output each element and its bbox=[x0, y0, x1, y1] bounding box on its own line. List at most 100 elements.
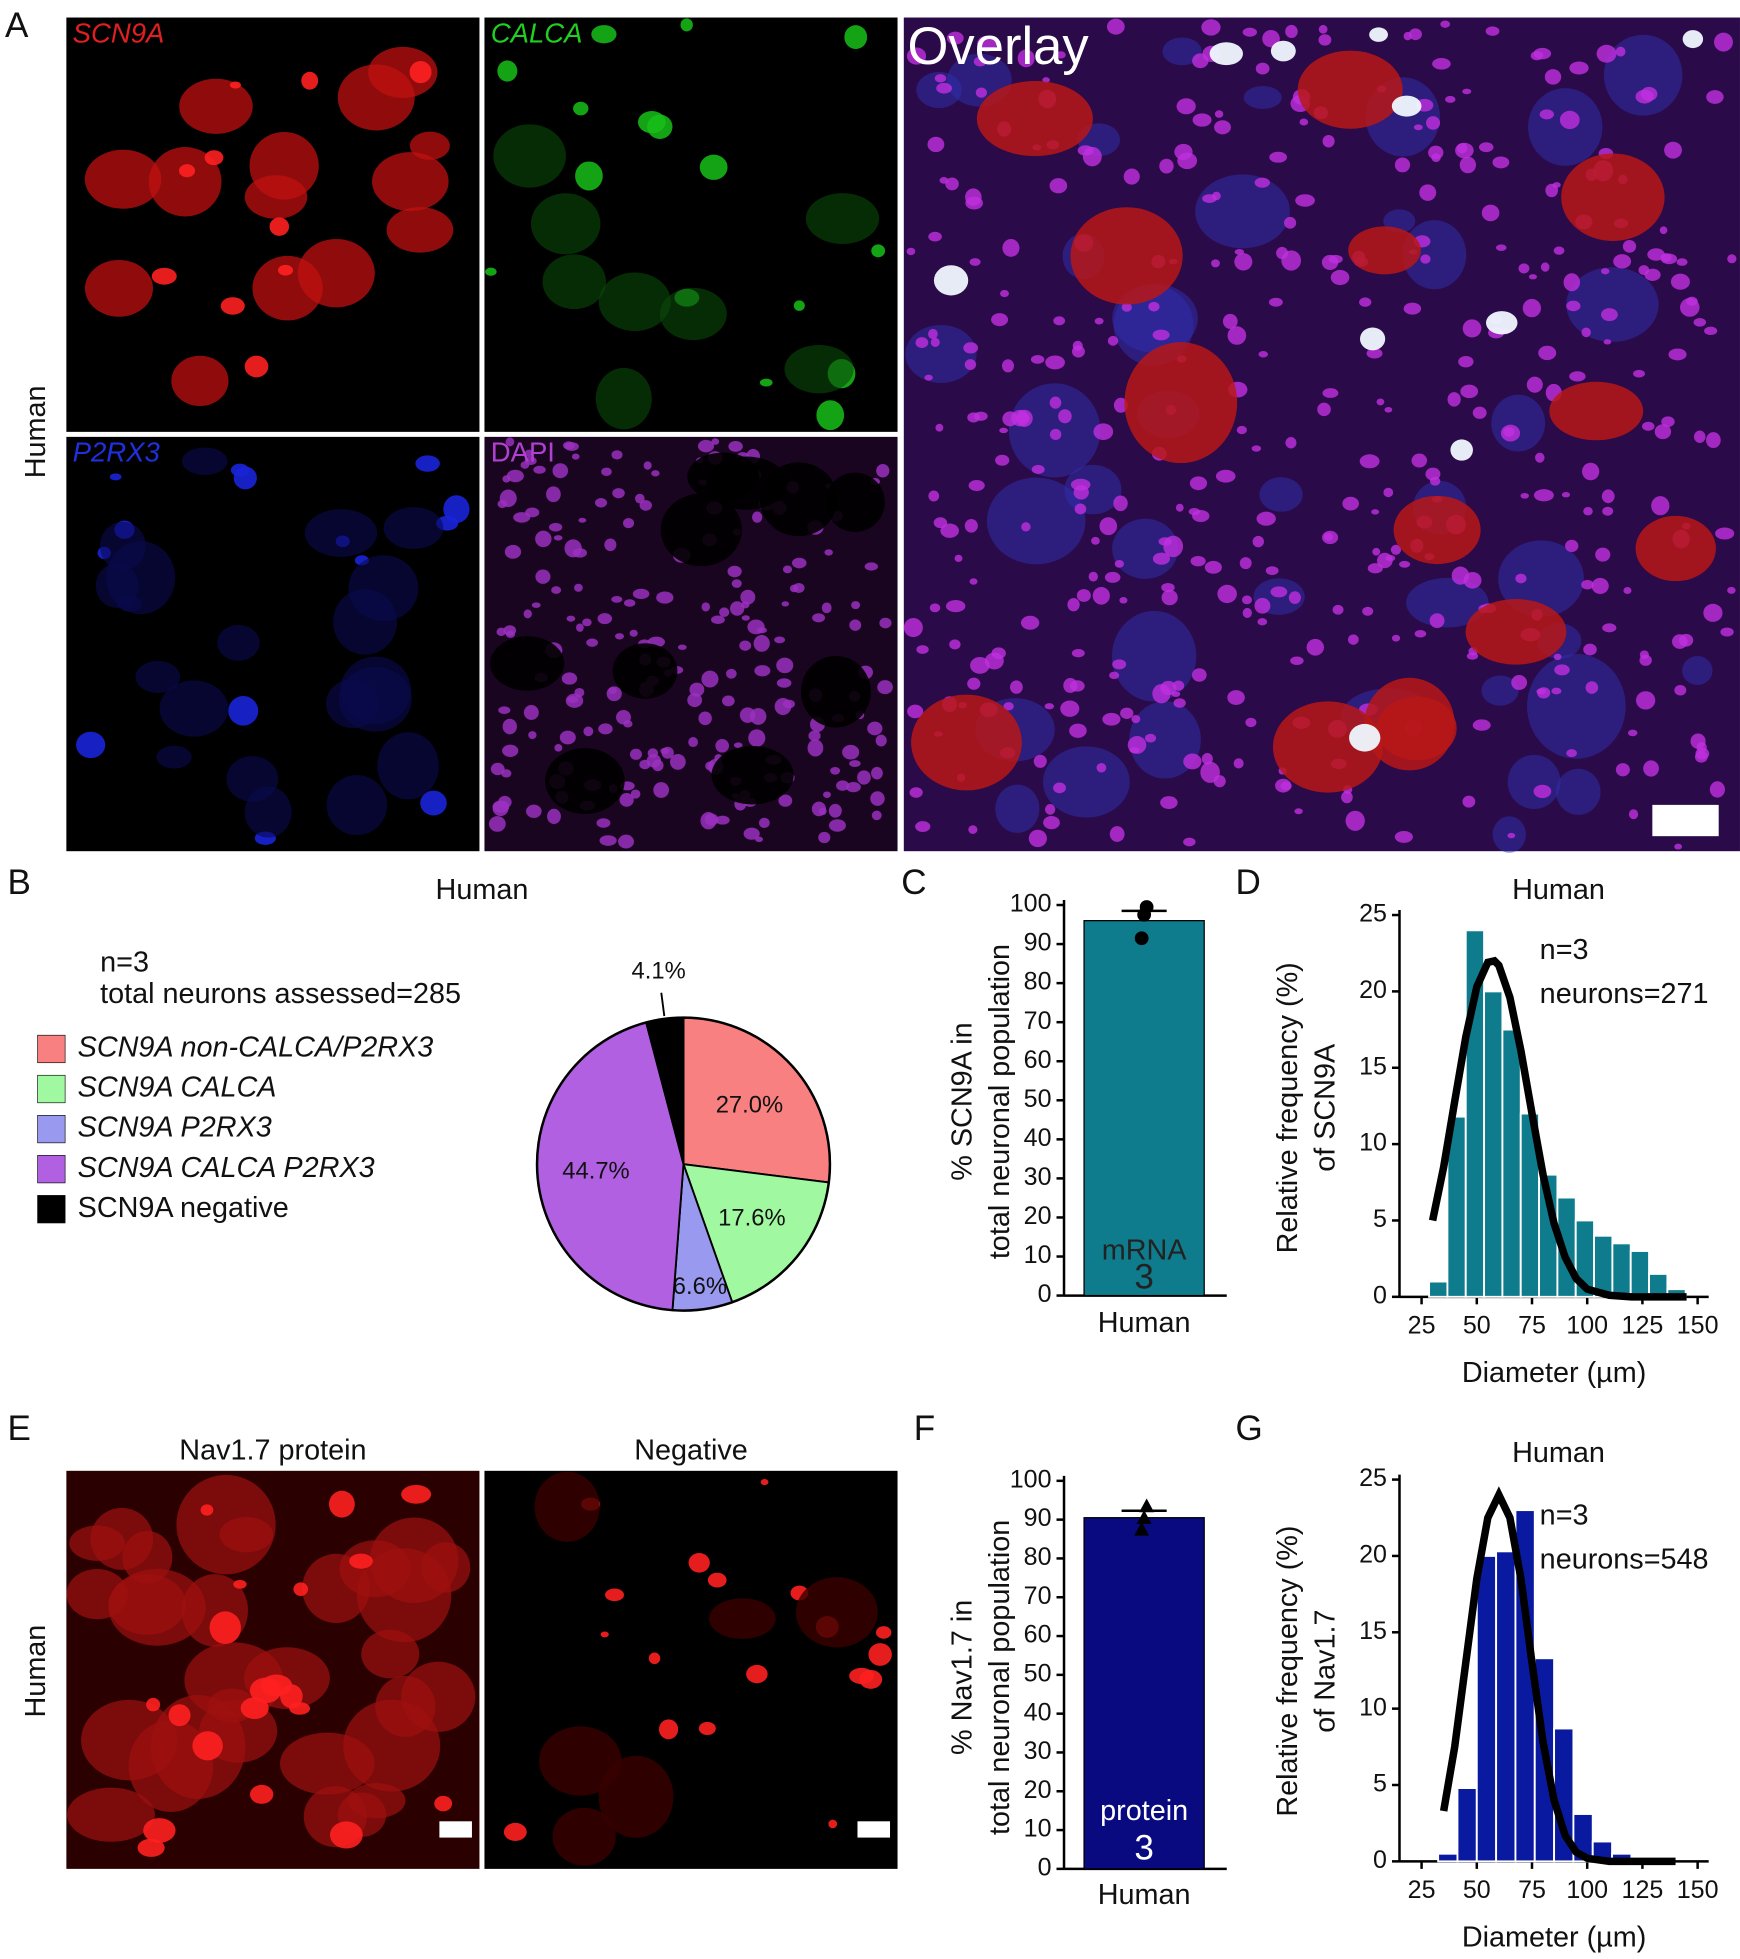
image-texture bbox=[1214, 110, 1224, 118]
annotation: total neurons assessed=285 bbox=[100, 978, 461, 1010]
image-texture bbox=[1276, 246, 1289, 260]
image-texture bbox=[1033, 754, 1047, 768]
bar-annotation: 3 bbox=[1134, 1258, 1153, 1297]
image-texture bbox=[1544, 69, 1562, 85]
image-texture bbox=[551, 586, 562, 594]
image-texture bbox=[1676, 258, 1688, 266]
image-texture bbox=[505, 437, 515, 447]
image-texture bbox=[1236, 425, 1247, 435]
image-texture bbox=[612, 643, 678, 699]
image-texture bbox=[547, 808, 561, 824]
image-texture bbox=[1306, 638, 1325, 656]
image-texture bbox=[1549, 381, 1644, 441]
image-texture bbox=[700, 812, 717, 830]
image-texture bbox=[204, 150, 224, 166]
image-texture bbox=[591, 25, 617, 44]
y-axis-label: total neuronal population bbox=[984, 1520, 1016, 1835]
image-texture bbox=[1414, 630, 1427, 638]
image-texture bbox=[1119, 597, 1128, 604]
legend-swatch bbox=[37, 1115, 66, 1144]
image-texture bbox=[1114, 559, 1124, 568]
histogram-bar bbox=[1456, 1787, 1478, 1863]
x-axis-label: Diameter (µm) bbox=[1462, 1357, 1646, 1389]
image-texture bbox=[1113, 397, 1128, 413]
image-texture bbox=[244, 175, 308, 219]
image-texture bbox=[1429, 613, 1445, 629]
panel-letter: E bbox=[8, 1409, 31, 1448]
image-texture bbox=[1426, 116, 1441, 130]
image-texture bbox=[1690, 733, 1706, 749]
image-texture bbox=[1297, 50, 1403, 129]
image-texture bbox=[249, 1784, 274, 1804]
data-point bbox=[1134, 931, 1149, 946]
image-texture bbox=[1460, 384, 1479, 399]
image-texture bbox=[1533, 489, 1554, 502]
image-texture bbox=[1107, 335, 1119, 346]
image-texture bbox=[598, 272, 671, 332]
image-texture bbox=[1635, 691, 1656, 710]
image-texture bbox=[554, 743, 563, 752]
image-texture bbox=[940, 523, 959, 538]
image-texture bbox=[606, 686, 622, 702]
image-texture bbox=[328, 1490, 355, 1518]
image-texture bbox=[552, 1807, 616, 1866]
y-tick-label: 0 bbox=[1038, 1280, 1052, 1308]
image-texture bbox=[930, 337, 940, 348]
x-tick-label: 150 bbox=[1677, 1311, 1719, 1339]
image-texture bbox=[1195, 174, 1290, 249]
image-texture bbox=[1581, 579, 1594, 590]
x-tick-label: Human bbox=[1098, 1307, 1191, 1339]
x-tick-label: 50 bbox=[1463, 1876, 1491, 1904]
micrograph bbox=[66, 17, 480, 432]
image-texture bbox=[1257, 618, 1268, 626]
image-texture bbox=[604, 538, 617, 552]
y-tick-label: 100 bbox=[1010, 890, 1052, 918]
image-texture bbox=[1367, 563, 1383, 574]
y-axis-label: of SCN9A bbox=[1310, 1043, 1342, 1172]
image-texture bbox=[596, 818, 611, 828]
image-texture bbox=[1201, 19, 1221, 36]
image-texture bbox=[1341, 791, 1353, 804]
image-texture bbox=[927, 136, 945, 153]
image-texture bbox=[148, 147, 222, 217]
image-texture bbox=[1643, 760, 1659, 777]
image-texture bbox=[1069, 680, 1085, 692]
image-texture bbox=[1554, 664, 1570, 676]
image-texture bbox=[143, 1818, 176, 1843]
data-point bbox=[1137, 907, 1152, 922]
bar-annotation: mRNA bbox=[1102, 1234, 1188, 1266]
image-texture bbox=[1613, 254, 1632, 269]
image-texture bbox=[611, 450, 623, 460]
image-texture bbox=[739, 707, 756, 723]
image-texture bbox=[368, 46, 438, 98]
image-texture bbox=[821, 602, 832, 614]
image-texture bbox=[1384, 406, 1393, 413]
image-texture bbox=[1603, 34, 1683, 116]
image-texture bbox=[1112, 659, 1127, 670]
image-texture bbox=[1192, 53, 1209, 69]
image-texture bbox=[1359, 454, 1380, 469]
image-texture bbox=[1596, 44, 1617, 63]
image-texture bbox=[752, 511, 763, 523]
image-texture bbox=[498, 706, 511, 715]
image-texture bbox=[1715, 527, 1735, 540]
image-texture bbox=[326, 775, 388, 836]
image-texture bbox=[552, 463, 569, 479]
image-texture bbox=[967, 677, 981, 690]
image-texture bbox=[409, 61, 432, 84]
image-texture bbox=[108, 1568, 206, 1646]
image-texture bbox=[1113, 495, 1128, 512]
image-texture bbox=[859, 1669, 883, 1689]
image-texture bbox=[1299, 118, 1309, 126]
y-tick-label: 25 bbox=[1359, 1464, 1387, 1492]
image-texture bbox=[1318, 24, 1328, 34]
image-texture bbox=[181, 447, 228, 476]
y-axis-label: Relative frequency (%) bbox=[1272, 962, 1304, 1253]
image-texture bbox=[228, 696, 259, 726]
image-texture bbox=[946, 31, 964, 45]
image-texture bbox=[793, 300, 805, 311]
image-texture bbox=[928, 490, 940, 502]
image-texture bbox=[1706, 90, 1724, 104]
image-texture bbox=[545, 748, 625, 814]
image-texture bbox=[1462, 88, 1472, 95]
